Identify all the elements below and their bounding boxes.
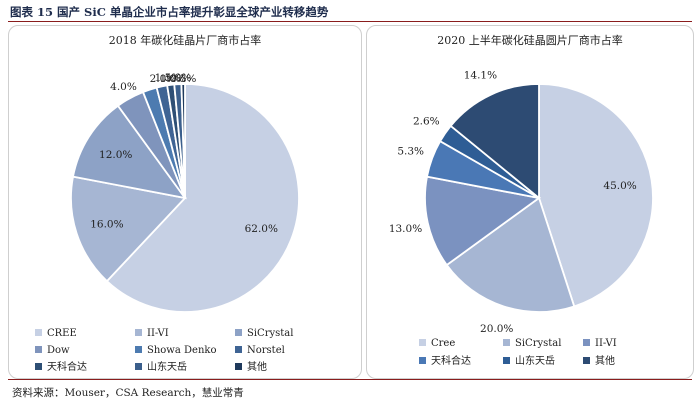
chart-0-slice-1 — [70, 175, 187, 283]
chart-0-legend-label-8: 其他 — [247, 360, 267, 373]
chart-1-legend-swatch-2 — [583, 339, 590, 346]
chart-0-legend-label-1: II-VI — [147, 328, 169, 339]
chart-1-slice-0 — [538, 83, 654, 308]
chart-1-data-label-4: 2.6% — [413, 115, 440, 127]
chart-0-legend-label-3: Dow — [47, 345, 70, 356]
chart-1-slice-2 — [424, 175, 542, 267]
pie-chart-2018: 2018 年碳化硅晶片厂商市占率 62.0% 16.0% 12.0% 4.0% 2.0%1… — [35, 33, 300, 373]
chart-0-legend-label-4: Showa Denko — [147, 345, 216, 356]
chart-panel-2020: 2020 上半年碳化硅晶圆片厂商市占率 45.0% 20.0% 13.0% 5.3% 2.… — [366, 25, 694, 379]
chart-1-data-label-1: 20.0% — [480, 323, 513, 335]
chart-1-data-label-2: 13.0% — [389, 223, 422, 235]
chart-0-slice-8 — [180, 83, 186, 199]
chart-0-legend-swatch-2 — [235, 329, 242, 336]
pie-chart-2020: 2020 上半年碳化硅晶圆片厂商市占率 45.0% 20.0% 13.0% 5.3% 2.… — [389, 33, 654, 367]
chart-1-data-label-5: 14.1% — [464, 69, 497, 81]
chart-0-title: 2018 年碳化硅晶片厂商市占率 — [109, 33, 262, 47]
chart-1-slice-1 — [445, 196, 576, 313]
chart-1-title: 2020 上半年碳化硅晶圆片厂商市占率 — [437, 33, 623, 47]
figure-title: 图表 15 国产 SiC 单晶企业市占率提升彰显全球产业转移趋势 — [10, 5, 329, 19]
chart-0-legend-swatch-8 — [235, 363, 242, 370]
chart-1-legend-swatch-5 — [583, 357, 590, 364]
chart-0-legend-swatch-1 — [135, 329, 142, 336]
chart-0-data-label-4: 2.0% — [150, 73, 177, 85]
chart-1-legend-swatch-1 — [503, 339, 510, 346]
chart-0-data-label-8: 0.5% — [170, 73, 197, 85]
chart-0-legend-swatch-5 — [235, 346, 242, 353]
chart-1-legend-label-2: II-VI — [595, 338, 617, 349]
source-note: 资料来源：Mouser，CSA Research，慧业常青 — [12, 387, 244, 399]
chart-1-slice-5 — [449, 83, 540, 200]
chart-0-data-label-1: 16.0% — [90, 218, 123, 230]
chart-0-data-label-5: 1.5% — [155, 72, 182, 84]
chart-1-legend-label-4: 山东天岳 — [515, 354, 555, 367]
chart-0-data-label-0: 62.0% — [245, 223, 278, 235]
chart-0-slice-2 — [71, 104, 188, 200]
chart-0-legend-swatch-7 — [135, 363, 142, 370]
chart-1-legend-label-0: Cree — [431, 338, 455, 349]
chart-0-legend-label-7: 山东天岳 — [147, 360, 187, 373]
chart-1-legend-swatch-4 — [503, 357, 510, 364]
chart-0-data-label-7: 1.0% — [165, 72, 192, 84]
chart-1-legend-label-3: 天科合达 — [431, 354, 471, 367]
chart-0-legend-label-0: CREE — [47, 328, 77, 339]
chart-panel-2018: 2018 年碳化硅晶片厂商市占率 62.0% 16.0% 12.0% 4.0% 2.0% 1… — [8, 25, 362, 379]
chart-1-data-label-3: 5.3% — [397, 145, 424, 157]
chart-0-data-label-2: 12.0% — [99, 149, 132, 161]
bottom-rule — [8, 379, 692, 380]
chart-1-legend-swatch-0 — [419, 339, 426, 346]
chart-1-legend-label-5: 其他 — [595, 354, 615, 367]
chart-0-legend-swatch-6 — [35, 363, 42, 370]
chart-1-legend-label-1: SiCrystal — [515, 338, 561, 349]
chart-0-legend-label-2: SiCrystal — [247, 328, 293, 339]
chart-0-slice-0 — [105, 83, 300, 313]
chart-0-legend-swatch-4 — [135, 346, 142, 353]
chart-0-data-label-3: 4.0% — [110, 81, 137, 93]
chart-0-data-label-6: 1.0% — [160, 73, 187, 85]
chart-0-legend-swatch-0 — [35, 329, 42, 336]
chart-0-legend-label-6: 天科合达 — [47, 360, 87, 373]
chart-1-data-label-0: 45.0% — [603, 180, 636, 192]
top-rule — [8, 21, 692, 22]
chart-1-legend-swatch-3 — [419, 357, 426, 364]
chart-0-legend-swatch-3 — [35, 346, 42, 353]
chart-0-legend-label-5: Norstel — [247, 345, 285, 356]
